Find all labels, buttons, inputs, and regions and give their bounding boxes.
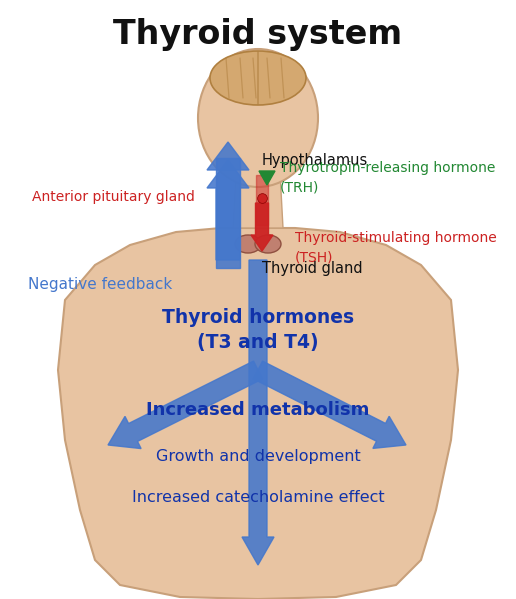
Text: Thyroid gland: Thyroid gland bbox=[262, 261, 363, 276]
Text: Growth and development: Growth and development bbox=[156, 449, 360, 464]
FancyArrow shape bbox=[251, 203, 273, 251]
Text: Hypothalamus: Hypothalamus bbox=[262, 153, 368, 168]
FancyArrow shape bbox=[207, 160, 249, 260]
FancyArrow shape bbox=[253, 361, 406, 449]
Text: Increased catecholamine effect: Increased catecholamine effect bbox=[132, 491, 384, 506]
Ellipse shape bbox=[235, 235, 261, 253]
Ellipse shape bbox=[198, 49, 318, 187]
Text: Anterior pituitary gland: Anterior pituitary gland bbox=[32, 190, 195, 204]
Text: Thyroid hormones
(T3 and T4): Thyroid hormones (T3 and T4) bbox=[162, 308, 354, 352]
FancyArrow shape bbox=[108, 361, 263, 449]
Ellipse shape bbox=[210, 51, 306, 105]
Text: Thyroid-stimulating hormone
(TSH): Thyroid-stimulating hormone (TSH) bbox=[295, 231, 497, 265]
Bar bbox=[256, 175, 268, 225]
Text: Thyroid system: Thyroid system bbox=[114, 18, 402, 51]
Polygon shape bbox=[233, 172, 283, 228]
Text: Increased metabolism: Increased metabolism bbox=[147, 401, 369, 419]
Bar bbox=[216, 158, 240, 268]
Polygon shape bbox=[259, 171, 275, 185]
Ellipse shape bbox=[255, 235, 281, 253]
Text: Negative feedback: Negative feedback bbox=[28, 277, 172, 292]
FancyArrow shape bbox=[207, 142, 249, 170]
FancyArrow shape bbox=[242, 260, 274, 565]
Polygon shape bbox=[58, 228, 458, 599]
Text: Thyrotropin-releasing hormone
(TRH): Thyrotropin-releasing hormone (TRH) bbox=[280, 161, 495, 195]
